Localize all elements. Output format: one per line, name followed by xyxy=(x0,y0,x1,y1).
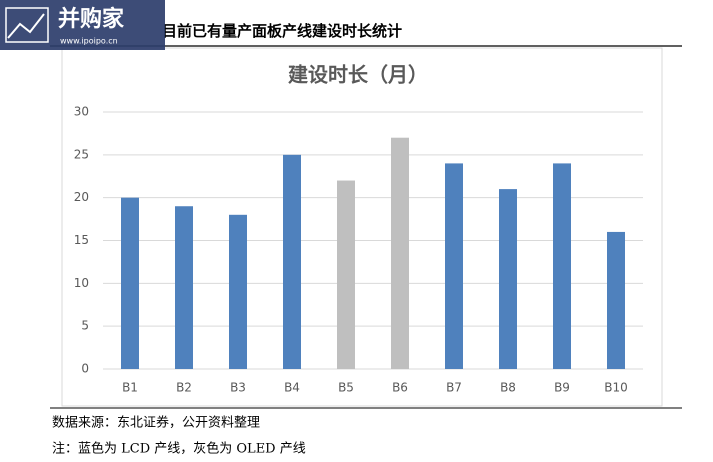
bar xyxy=(499,189,517,369)
x-tick-label: B3 xyxy=(230,381,246,395)
x-tick-label: B6 xyxy=(392,381,408,395)
x-tick-label: B1 xyxy=(122,381,138,395)
bar xyxy=(121,197,139,369)
logo-icon-frame xyxy=(5,7,49,43)
y-tick-label: 0 xyxy=(81,362,89,376)
chart-title: 建设时长（月） xyxy=(288,63,428,87)
bar xyxy=(445,163,463,369)
bar xyxy=(391,137,409,369)
y-tick-label: 25 xyxy=(74,147,89,161)
chart-frame xyxy=(61,47,663,407)
logo-icon xyxy=(7,13,45,39)
bar xyxy=(283,154,301,369)
logo-url: www.ipoipo.cn xyxy=(60,37,118,46)
footnote: 注：蓝色为 LCD 产线，灰色为 OLED 产线 xyxy=(52,441,306,457)
x-tick-label: B2 xyxy=(176,381,192,395)
y-tick-label: 10 xyxy=(74,276,89,290)
x-tick-label: B5 xyxy=(338,381,354,395)
bar xyxy=(607,231,625,369)
logo-text: 并购家 xyxy=(58,6,125,32)
y-tick-label: 5 xyxy=(81,319,89,333)
bar xyxy=(337,180,355,369)
x-tick-label: B8 xyxy=(500,381,516,395)
x-tick-label: B10 xyxy=(604,381,628,395)
x-tick-label: B9 xyxy=(554,381,570,395)
bar xyxy=(229,214,247,369)
y-tick-label: 15 xyxy=(74,233,89,247)
y-tick-label: 20 xyxy=(74,190,89,204)
bar xyxy=(175,206,193,369)
source-note: 数据来源：东北证券，公开资料整理 xyxy=(52,415,260,431)
x-tick-label: B7 xyxy=(446,381,462,395)
x-tick-label: B4 xyxy=(284,381,300,395)
y-tick-label: 30 xyxy=(74,105,89,119)
bar xyxy=(553,163,571,369)
header-title: 目前已有量产面板产线建设时长统计 xyxy=(162,22,402,40)
